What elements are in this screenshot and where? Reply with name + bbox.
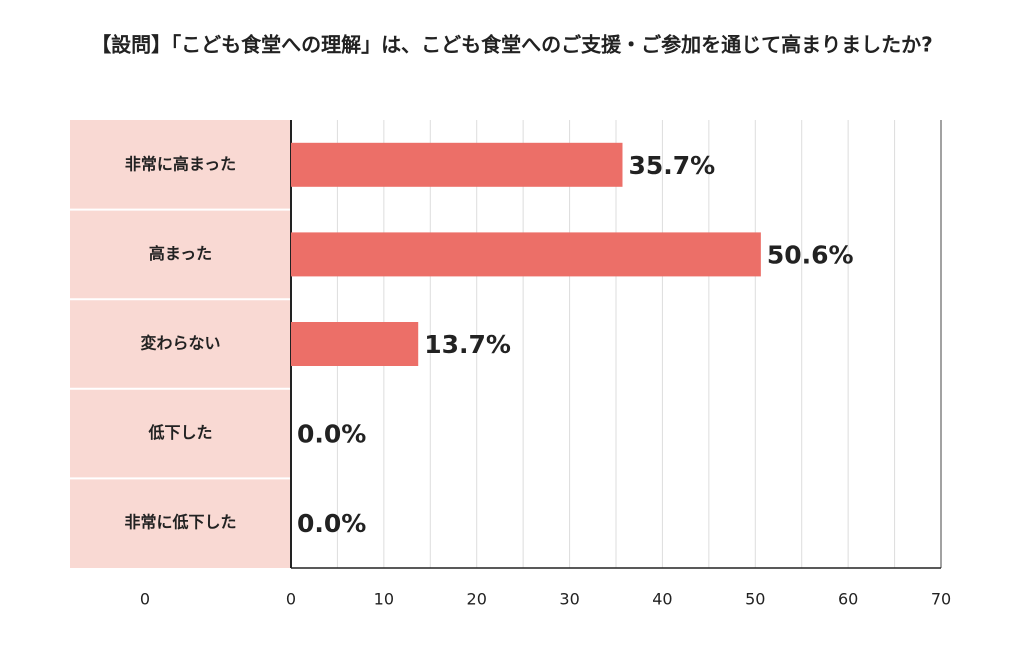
x-tick-label: 10 xyxy=(374,590,394,609)
category-label: 高まった xyxy=(149,244,212,263)
category-label: 変わらない xyxy=(140,334,220,353)
category-label: 非常に高まった xyxy=(125,154,236,173)
value-label: 13.7% xyxy=(424,330,511,359)
bar xyxy=(291,232,761,277)
value-label: 50.6% xyxy=(767,240,854,269)
x-tick-label: 50 xyxy=(745,590,765,609)
x-tick-label: 20 xyxy=(467,590,487,609)
value-label: 0.0% xyxy=(297,420,366,449)
chart-title: 【設問】「こども食堂への理解」は、こども食堂へのご支援・ご参加を通じて高まりまし… xyxy=(91,33,933,57)
bar xyxy=(291,142,623,187)
value-label: 0.0% xyxy=(297,509,366,538)
category-label: 低下した xyxy=(147,423,212,442)
x-tick-label: 70 xyxy=(931,590,951,609)
category-label: 非常に低下した xyxy=(124,513,236,532)
x-tick-label: 40 xyxy=(652,590,672,609)
category-panel xyxy=(70,120,291,568)
value-label: 35.7% xyxy=(629,151,716,180)
x-tick-label: 60 xyxy=(838,590,858,609)
bar xyxy=(291,322,419,366)
x-tick-label: 0 xyxy=(286,590,296,609)
x-tick-label: 30 xyxy=(559,590,579,609)
category-axis-label: 0 xyxy=(140,590,150,609)
